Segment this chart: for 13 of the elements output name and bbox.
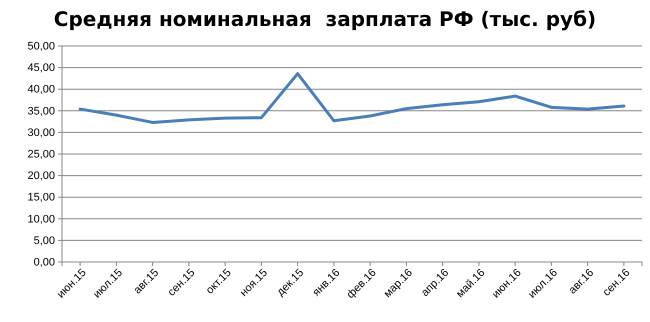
y-tick-label: 5,00 — [34, 234, 55, 247]
y-tick-label: 25,00 — [27, 148, 55, 161]
y-tick-label: 0,00 — [34, 256, 55, 269]
y-tick-label: 40,00 — [27, 84, 55, 96]
y-tick-label: 45,00 — [27, 62, 55, 74]
y-tick-label: 15,00 — [27, 192, 55, 204]
y-tick-label: 10,00 — [27, 213, 55, 226]
y-tick-label: 35,00 — [27, 105, 55, 118]
y-tick-label: 30,00 — [27, 126, 55, 139]
y-tick-label: 20,00 — [27, 170, 55, 182]
chart-title: Средняя номинальная зарплата РФ (тыс. руб) — [54, 7, 596, 31]
y-tick-label: 50,00 — [27, 40, 55, 53]
line-series — [78, 72, 626, 124]
